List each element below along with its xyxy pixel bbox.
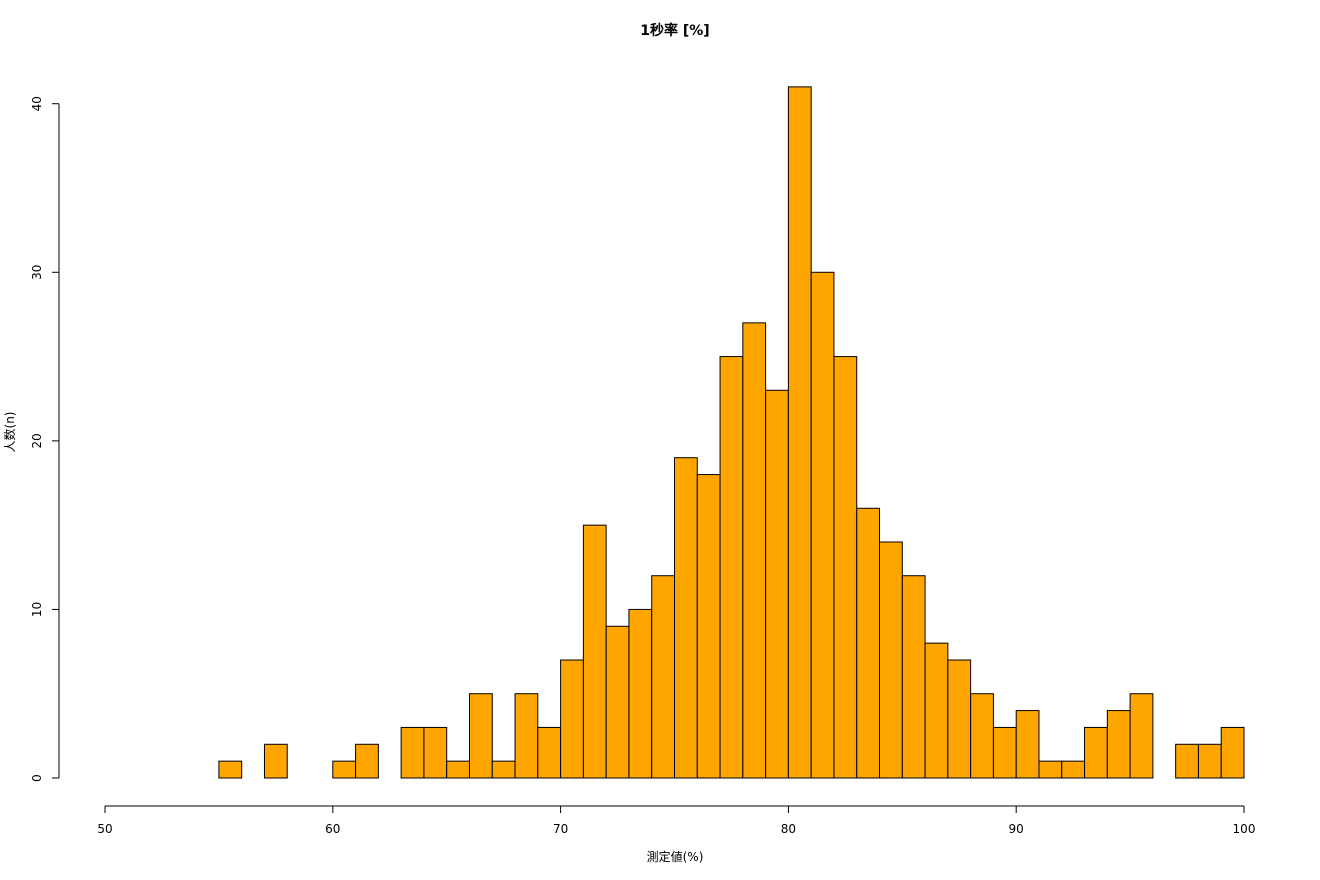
bar [810, 271, 835, 779]
bar [674, 457, 698, 779]
bar [400, 726, 425, 779]
x-tick-label: 90 [1009, 822, 1024, 836]
bar [992, 726, 1017, 779]
bar [560, 659, 584, 779]
bar [970, 693, 994, 779]
y-axis-label: 人数(n) [2, 412, 17, 453]
y-tick-label: 0 [30, 774, 44, 782]
bar [514, 693, 539, 779]
bar [605, 625, 630, 779]
bar [1061, 760, 1086, 779]
x-axis-label: 測定値(%) [647, 849, 704, 864]
bar [947, 659, 972, 779]
bar [1084, 726, 1108, 779]
bar [491, 760, 516, 779]
bar [901, 575, 926, 779]
bar [263, 743, 288, 779]
y-tick-label: 10 [30, 602, 44, 617]
bar [468, 693, 493, 779]
chart-title: 1秒率 [%] [640, 22, 709, 39]
bar [719, 356, 744, 779]
bar [218, 760, 243, 779]
bar [765, 389, 789, 779]
bar [879, 541, 903, 779]
bar [628, 608, 653, 779]
bar [696, 474, 721, 779]
bar [833, 356, 858, 779]
bar [537, 726, 562, 779]
bar [355, 743, 379, 779]
bar [446, 760, 470, 779]
bar [1197, 743, 1222, 779]
bar [742, 322, 767, 779]
x-tick-label: 100 [1233, 822, 1256, 836]
x-tick-label: 50 [97, 822, 112, 836]
bar [423, 726, 448, 779]
y-tick-label: 40 [30, 96, 44, 111]
bar [582, 524, 607, 779]
bar [1220, 726, 1245, 779]
bar [1129, 693, 1154, 779]
bar [787, 86, 812, 779]
x-tick-label: 60 [325, 822, 340, 836]
x-tick-label: 80 [781, 822, 796, 836]
bar [1175, 743, 1199, 779]
y-tick-label: 20 [30, 433, 44, 448]
bar [856, 507, 881, 779]
bar [1038, 760, 1063, 779]
bar [924, 642, 949, 779]
bar [1015, 710, 1040, 779]
x-tick-label: 70 [553, 822, 568, 836]
y-tick-label: 30 [30, 265, 44, 280]
bar [332, 760, 357, 779]
bar [1106, 710, 1131, 779]
bar [651, 575, 675, 779]
